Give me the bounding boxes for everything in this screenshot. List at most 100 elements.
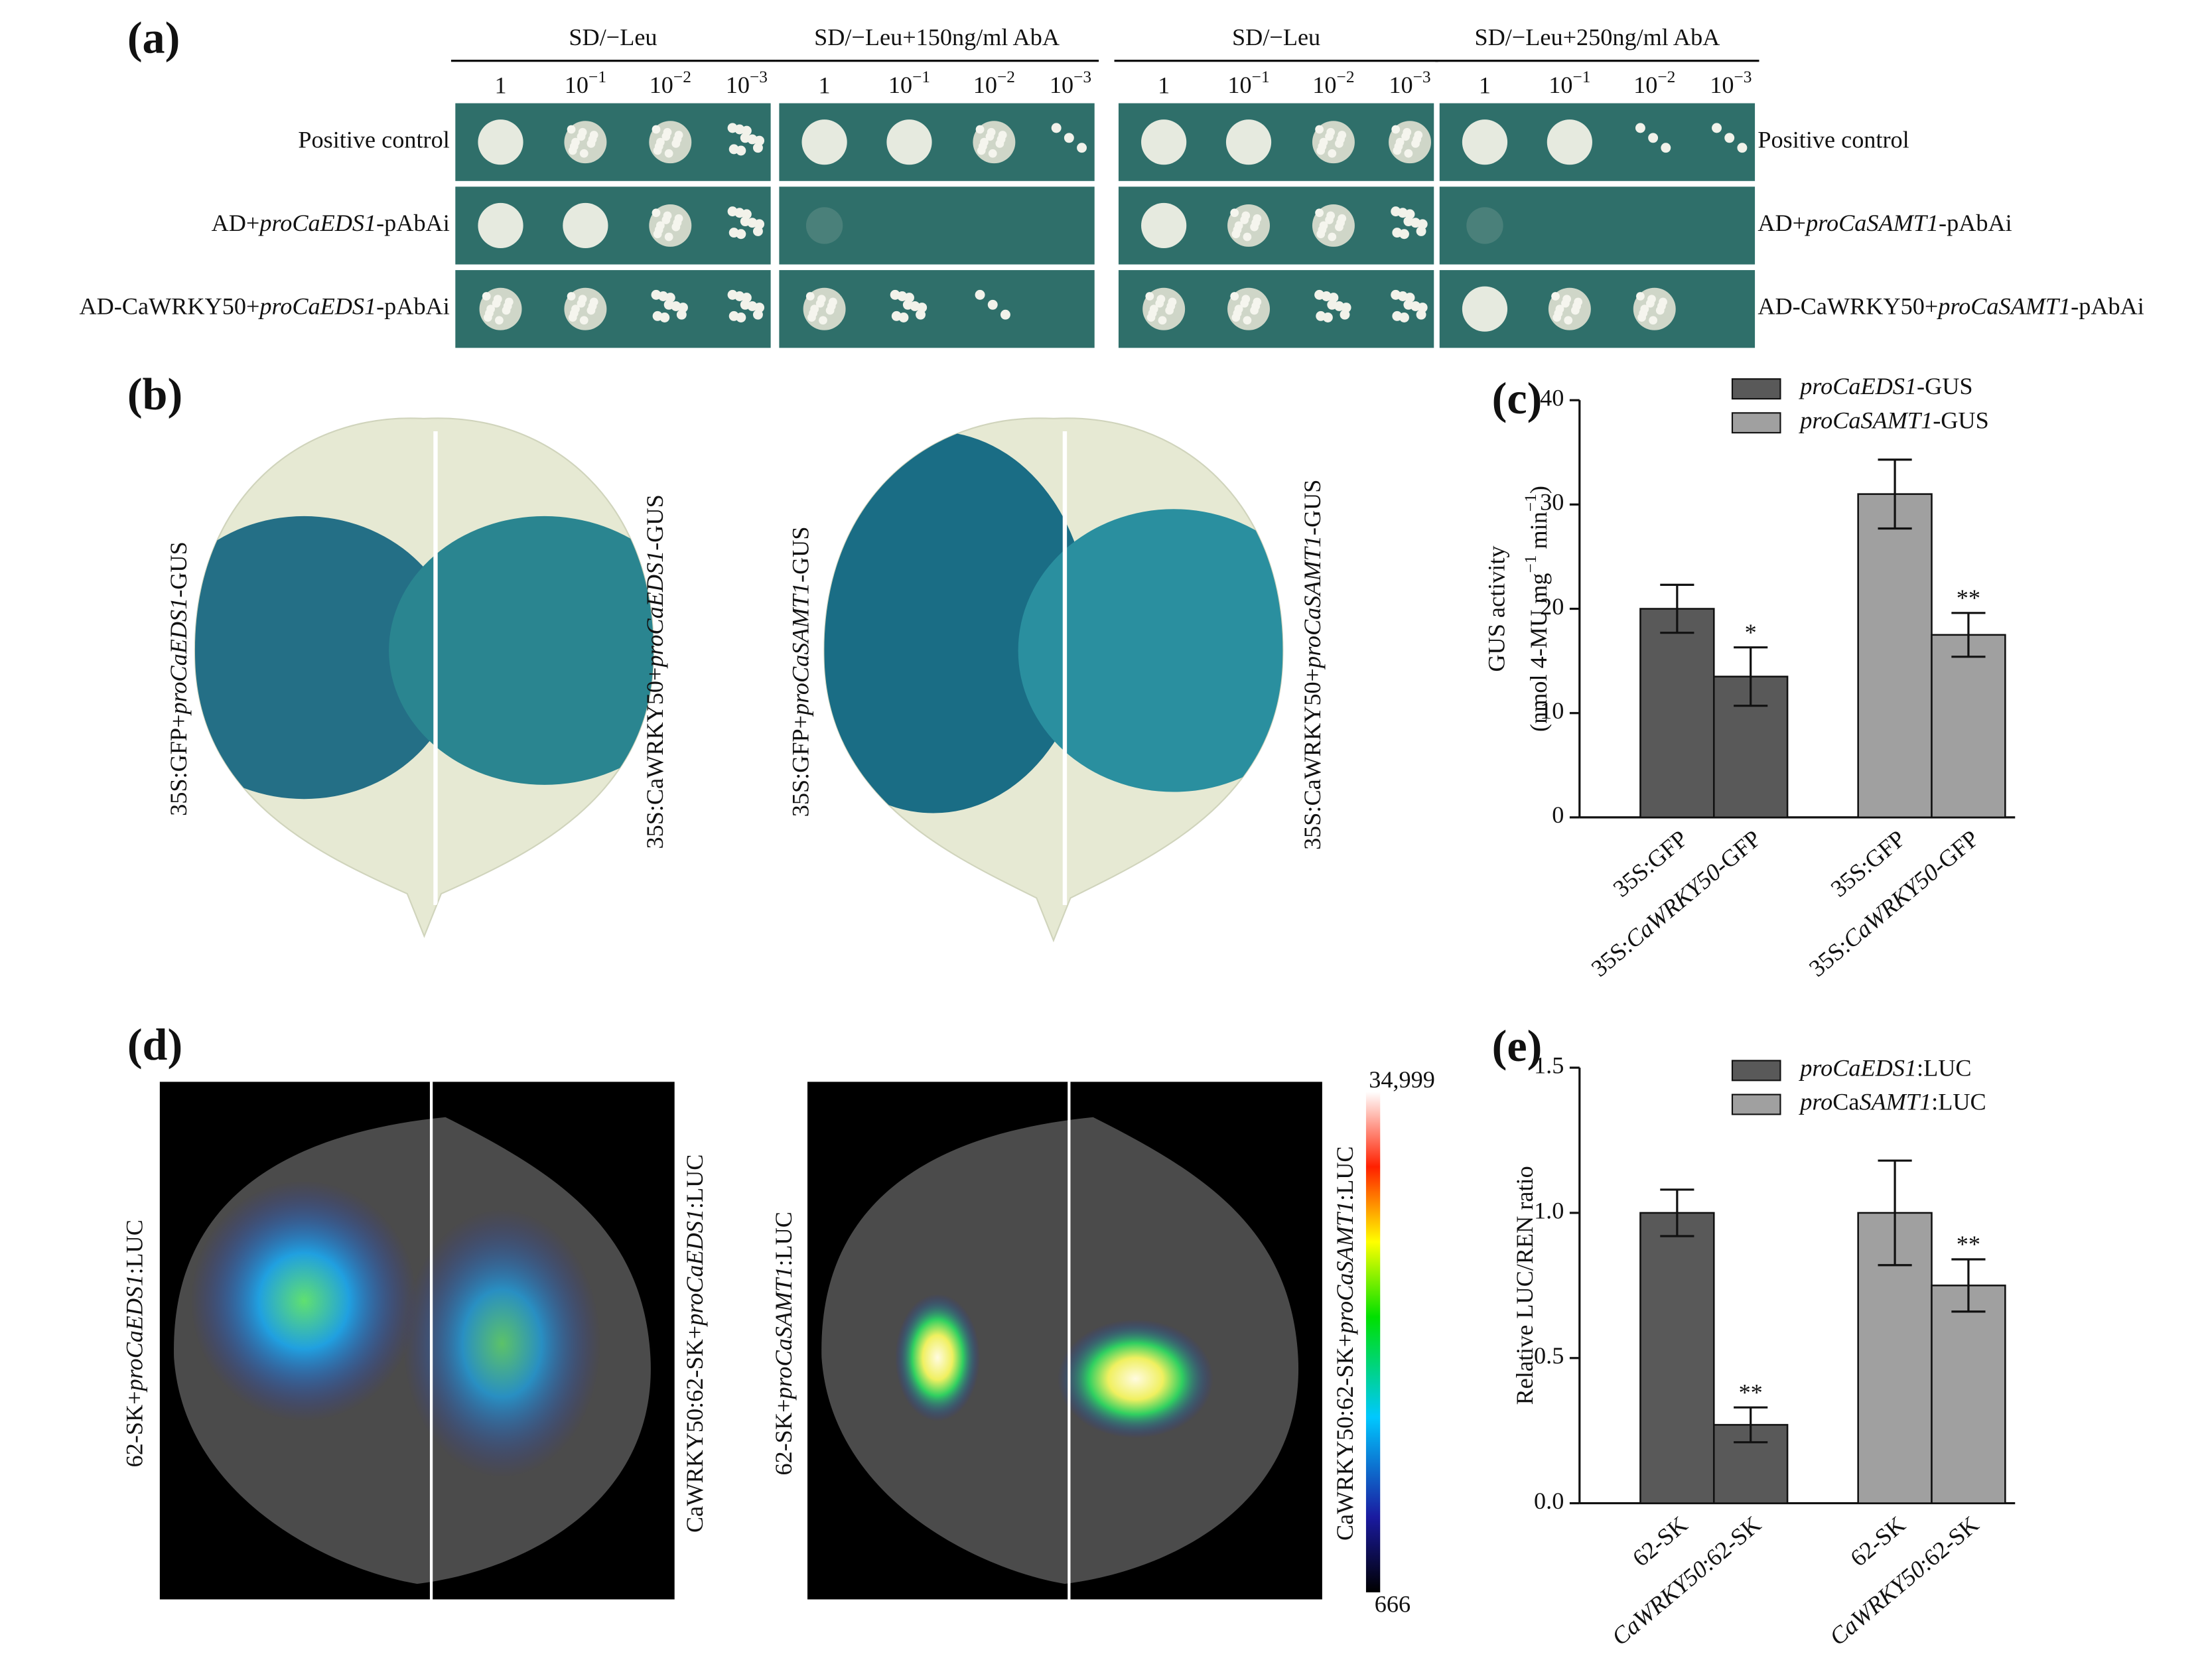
text-part: −3 (1734, 68, 1752, 86)
colony (1328, 232, 1337, 242)
leaf-label: 35S:CaWRKY50+proCaEDS1-GUS (642, 494, 668, 849)
colony (1661, 143, 1671, 153)
colony (589, 131, 598, 139)
colony (1564, 316, 1573, 325)
colony (1562, 295, 1571, 304)
colony (1404, 149, 1413, 158)
colony (567, 125, 576, 134)
text-part: −1 (1521, 555, 1540, 573)
colony (665, 293, 675, 303)
colony (579, 149, 588, 158)
dilution-label: 1 (819, 72, 831, 98)
text-part: −1 (1521, 494, 1540, 512)
colony (1315, 208, 1324, 218)
colony (980, 137, 989, 147)
y-tick-label: 10 (1540, 697, 1564, 724)
dilution-label: 10−3 (1050, 68, 1091, 98)
text-part: proCaEDS1 (257, 293, 376, 320)
dilution-label: 1 (1479, 72, 1491, 98)
row-label: Positive control (1758, 127, 1909, 153)
stain (194, 431, 654, 906)
colony (663, 127, 672, 137)
luc-signal (403, 1209, 601, 1478)
text-part: 10 (1389, 72, 1413, 98)
text-part: ) (1526, 486, 1552, 494)
text-part: 35S:GFP+ (788, 715, 814, 817)
plate-header: SD/−Leu+250ng/ml AbA (1474, 24, 1720, 50)
gus-stain (389, 516, 654, 785)
text-part: Ca (1832, 1089, 1859, 1115)
panel-label: (c) (1492, 373, 1543, 423)
row-label: AD-CaWRKY50+proCaSAMT1-pAbAi (1758, 293, 2144, 320)
colony (1322, 313, 1333, 322)
colony (1399, 313, 1409, 322)
text-part: proCaEDS1 (1798, 373, 1917, 399)
text-part: -pAbAi (2071, 293, 2144, 320)
text-part: 10 (1710, 72, 1734, 98)
text-part: 35S:CaWRKY50+ (642, 667, 668, 849)
y-axis-label: (nmol 4-MU mg−1 min−1) (1521, 486, 1552, 732)
colony (1712, 123, 1722, 133)
text-part: proCaEDS1 (642, 551, 668, 669)
colony (1659, 297, 1667, 307)
text-part: proCaEDS1 (165, 598, 192, 717)
text-part: -pAbAi (376, 293, 450, 320)
text-part: :LUC (1917, 1055, 1972, 1082)
colony (987, 299, 998, 310)
text-part: pro (1798, 1089, 1832, 1115)
y-tick-label: 40 (1540, 384, 1564, 411)
dilution-label: 10−1 (565, 68, 606, 98)
colony (1405, 209, 1415, 220)
dilution-label: 10−3 (1389, 68, 1430, 98)
text-part: proCaEDS1 (1798, 1055, 1917, 1082)
text-part: :LUC (1332, 1146, 1359, 1201)
text-part: 62-SK+ (121, 1391, 148, 1467)
significance: ** (1957, 1231, 1980, 1257)
colony (1243, 316, 1252, 325)
y-axis-label: Relative LUC/REN ratio (1511, 1166, 1538, 1405)
dilution-label: 10−2 (650, 68, 691, 98)
colony (736, 145, 746, 156)
dilution-label: 10−3 (1710, 68, 1752, 98)
leaf-label: 35S:CaWRKY50+proCaSAMT1-GUS (1300, 480, 1326, 850)
colony (1395, 137, 1405, 147)
colony (1168, 297, 1177, 307)
colony (975, 125, 985, 134)
colony (655, 221, 665, 230)
text-part: proCaSAMT1 (770, 1267, 797, 1401)
colony (674, 214, 683, 223)
bar (1639, 608, 1715, 819)
colony (917, 303, 928, 313)
dilution-label: 10−2 (1312, 68, 1354, 98)
colony (1647, 295, 1656, 304)
colony (736, 313, 746, 322)
text-part: CaWRKY50:62-SK+ (1332, 1334, 1359, 1541)
colony (1077, 143, 1087, 153)
text-part: AD-CaWRKY50+ (79, 293, 259, 320)
text-part: 10 (1227, 72, 1251, 98)
colony (578, 127, 587, 137)
text-part: -pAbAi (1939, 210, 2012, 236)
colony (819, 316, 827, 325)
text-part: −2 (673, 68, 691, 86)
bar (1931, 1285, 2006, 1504)
text-part: -GUS (165, 541, 192, 598)
colony (652, 125, 661, 134)
panel-label: (a) (127, 13, 180, 63)
leaf-label: 62-SK+proCaEDS1:LUC (121, 1220, 148, 1467)
colony-spot (1466, 207, 1503, 244)
colony (1319, 221, 1328, 230)
y-tick-label: 1.5 (1534, 1052, 1564, 1078)
text-part: -GUS (788, 527, 814, 583)
colony (1253, 214, 1262, 223)
colony (1234, 221, 1243, 230)
text-part: 10 (973, 72, 997, 98)
row-label: AD-CaWRKY50+proCaEDS1-pAbAi (79, 293, 449, 320)
panel-label: (d) (127, 1019, 182, 1070)
y-axis-label: GUS activity (1483, 545, 1510, 671)
colony-spot (1462, 119, 1508, 165)
text-part: :62-SK (1913, 1511, 1984, 1576)
text-part: -GUS (642, 494, 668, 551)
colony (987, 127, 996, 137)
y-tick-label: 30 (1540, 489, 1564, 516)
